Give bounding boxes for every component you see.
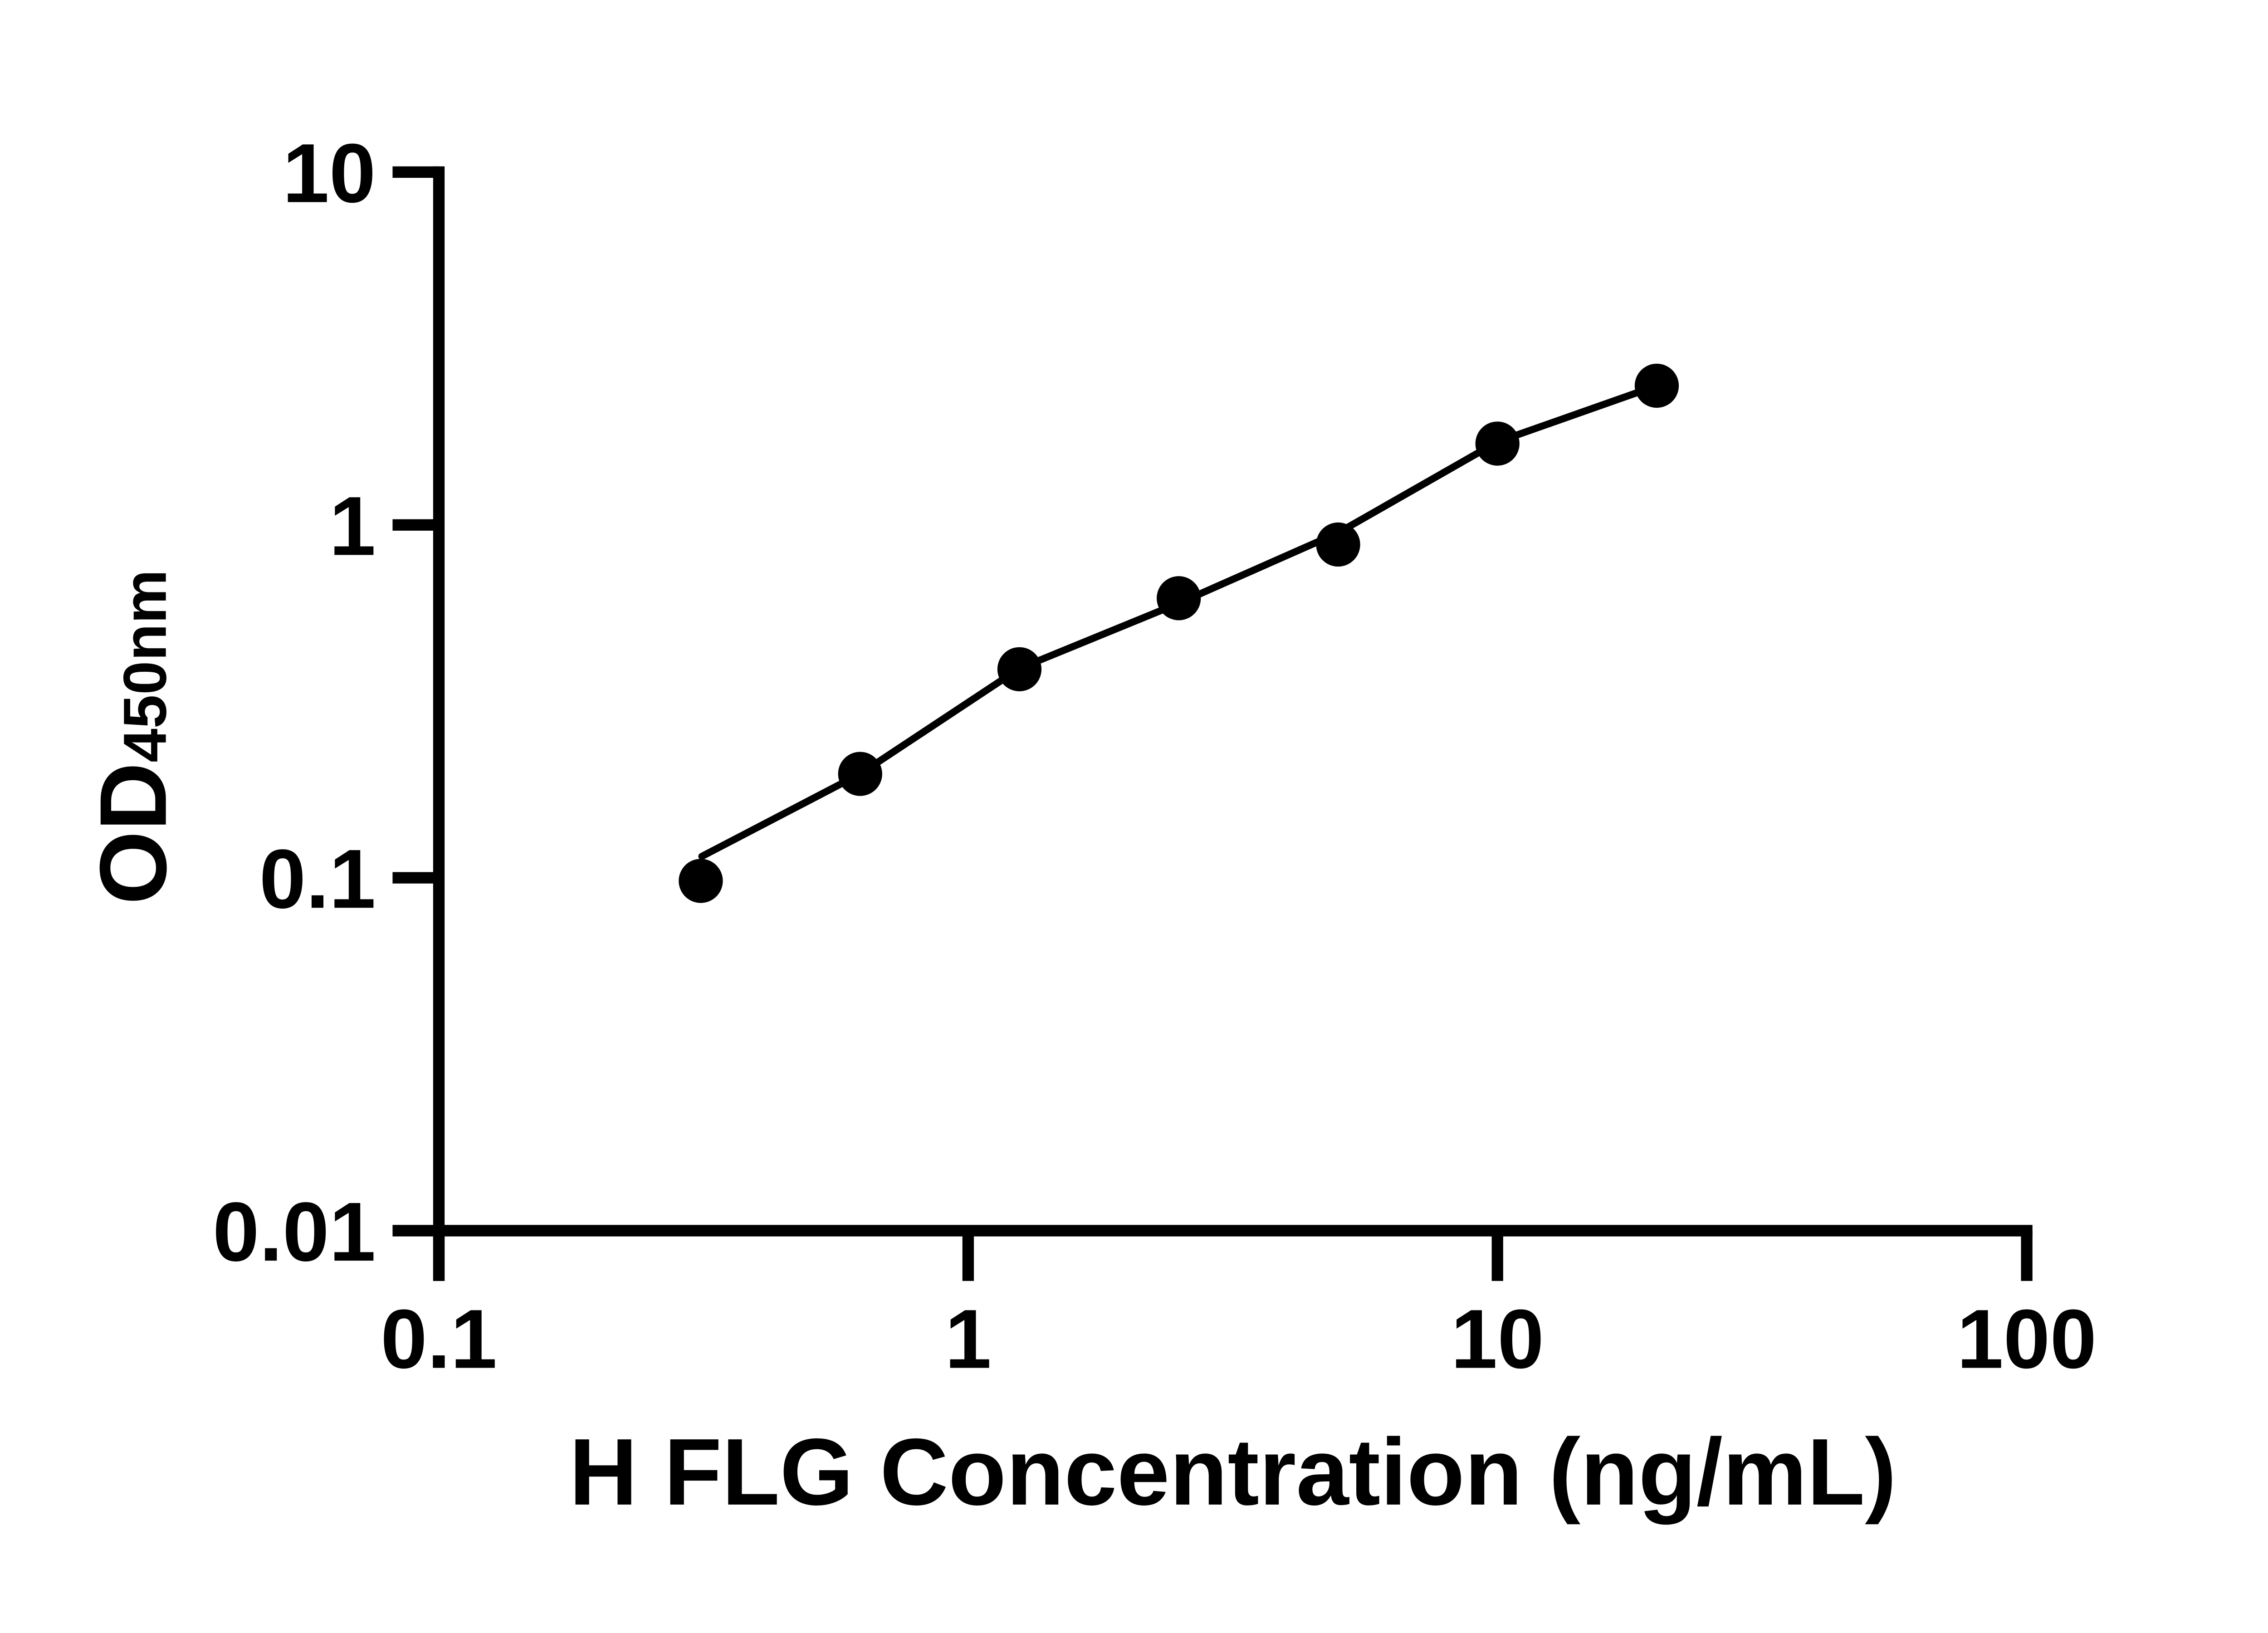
x-axis-tick-labels: 0.1 1 10 100	[381, 1292, 2097, 1386]
y-axis-tick-labels: 10 1 0.1 0.01	[213, 127, 376, 1279]
data-point	[997, 647, 1042, 691]
x-axis-ticks	[433, 1231, 2033, 1281]
y-tick-label-0.01: 0.01	[213, 1185, 376, 1279]
x-tick-label-100: 100	[1957, 1292, 2097, 1386]
x-tick-label-1: 1	[945, 1292, 992, 1386]
y-axis-title: OD450nm	[81, 570, 186, 905]
data-point	[679, 859, 723, 903]
x-axis-title: H FLG Concentration (ng/mL)	[569, 1419, 1897, 1525]
y-tick-label-10: 10	[283, 127, 376, 220]
data-point	[1157, 576, 1201, 621]
y-axis-title-main: OD	[81, 763, 186, 905]
data-point	[1475, 421, 1520, 466]
data-point	[1634, 363, 1679, 408]
axes	[433, 166, 2033, 1281]
data-point	[838, 752, 882, 796]
chart-background	[0, 22, 2268, 1611]
y-axis-title-subscript: 450nm	[112, 570, 179, 763]
data-point-markers	[679, 363, 1679, 903]
y-tick-label-1: 1	[329, 479, 376, 573]
x-tick-label-10: 10	[1451, 1292, 1544, 1386]
y-tick-label-0.1: 0.1	[259, 832, 376, 926]
x-tick-label-0.1: 0.1	[381, 1292, 497, 1386]
y-axis-ticks	[392, 166, 439, 1237]
data-point	[1316, 522, 1360, 567]
